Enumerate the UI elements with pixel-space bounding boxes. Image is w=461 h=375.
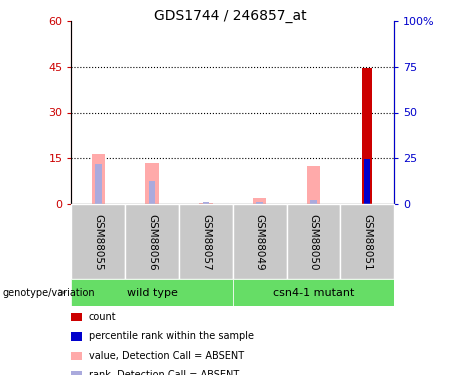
Bar bbox=[145, 163, 159, 204]
Bar bbox=[310, 200, 317, 204]
Text: GSM88055: GSM88055 bbox=[93, 214, 103, 270]
Bar bbox=[233, 204, 287, 279]
Bar bbox=[71, 204, 125, 279]
Text: wild type: wild type bbox=[127, 288, 177, 297]
Bar bbox=[362, 68, 372, 204]
Text: percentile rank within the sample: percentile rank within the sample bbox=[89, 332, 254, 341]
Bar bbox=[149, 182, 155, 204]
Text: csn4-1 mutant: csn4-1 mutant bbox=[273, 288, 354, 297]
Text: count: count bbox=[89, 312, 116, 322]
Text: genotype/variation: genotype/variation bbox=[2, 288, 95, 297]
Text: GSM88049: GSM88049 bbox=[254, 214, 265, 270]
Text: GSM88056: GSM88056 bbox=[147, 214, 157, 270]
Bar bbox=[203, 202, 209, 204]
Bar bbox=[71, 352, 82, 360]
Text: rank, Detection Call = ABSENT: rank, Detection Call = ABSENT bbox=[89, 370, 239, 375]
Bar bbox=[92, 154, 105, 204]
Text: GSM88051: GSM88051 bbox=[362, 214, 372, 270]
Text: GSM88057: GSM88057 bbox=[201, 214, 211, 270]
Text: GSM88050: GSM88050 bbox=[308, 214, 319, 270]
Bar bbox=[253, 198, 266, 204]
Bar bbox=[95, 164, 101, 204]
Bar bbox=[287, 204, 340, 279]
Bar bbox=[199, 203, 213, 204]
Bar bbox=[233, 279, 394, 306]
Bar bbox=[71, 313, 82, 321]
Bar bbox=[340, 204, 394, 279]
Bar bbox=[71, 279, 233, 306]
Bar bbox=[364, 159, 371, 204]
Bar bbox=[179, 204, 233, 279]
Text: GDS1744 / 246857_at: GDS1744 / 246857_at bbox=[154, 9, 307, 23]
Bar bbox=[364, 159, 371, 204]
Bar bbox=[125, 204, 179, 279]
Bar bbox=[71, 332, 82, 340]
Bar bbox=[71, 371, 82, 375]
Bar bbox=[307, 166, 320, 204]
Text: value, Detection Call = ABSENT: value, Detection Call = ABSENT bbox=[89, 351, 243, 361]
Bar bbox=[256, 202, 263, 204]
